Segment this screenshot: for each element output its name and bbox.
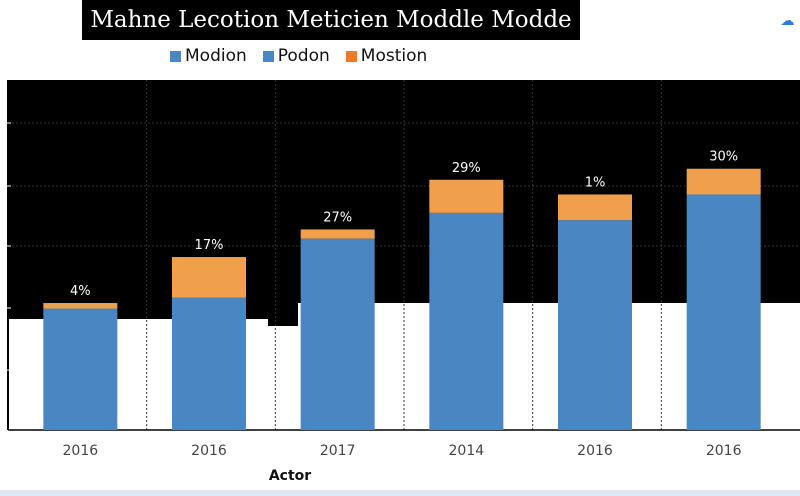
bottom-band [0,490,800,496]
x-tick-label: 2014 [449,443,485,459]
bar-modion [300,238,375,430]
data-label: 17% [195,238,224,253]
bar-modion [429,212,504,430]
bar-mostion [686,168,761,195]
cloud-icon: ☁ [780,13,795,29]
legend-item-mostion: Mostion [345,46,428,66]
bar-modion [686,194,761,430]
bar-mostion [558,194,632,221]
legend-swatch-mostion [345,50,357,62]
bar-modion [172,297,246,430]
bar-mostion [172,257,246,298]
legend-label-podon: Podon [277,46,330,66]
data-label: 4% [70,284,91,299]
bar-modion [558,220,632,430]
x-tick-label: 2017 [320,443,356,459]
bar-mostion [43,303,118,309]
x-tick-label: 2016 [191,443,227,459]
data-label: 1% [585,175,606,190]
data-label: 27% [323,210,352,225]
legend-swatch-modion [170,50,181,62]
legend-swatch-podon [262,50,274,62]
legend-label-mostion: Mostion [360,46,428,66]
x-tick-label: 2016 [577,443,613,459]
bar-mostion [429,179,504,213]
data-label: 29% [452,161,481,176]
chart-title: Mahne Lecotion Meticien Moddle Modde [82,0,580,40]
legend-item-podon: Podon [262,46,330,66]
bar-modion [43,308,118,430]
plot-lower-band [8,303,800,430]
x-tick-label: 2016 [63,443,99,459]
data-label: 30% [709,150,738,165]
x-tick-label: 2016 [706,443,742,459]
legend-item-modion: Modion [170,46,247,66]
x-axis-title: Actor [268,468,312,484]
legend: Modion Podon Mostion [170,45,427,67]
bar-mostion [300,229,375,239]
legend-label-modion: Modion [185,46,247,66]
